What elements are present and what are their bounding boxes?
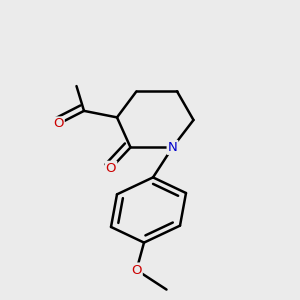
Text: O: O — [131, 263, 142, 277]
Text: O: O — [53, 117, 64, 130]
Text: N: N — [168, 141, 177, 154]
Text: O: O — [106, 162, 116, 175]
